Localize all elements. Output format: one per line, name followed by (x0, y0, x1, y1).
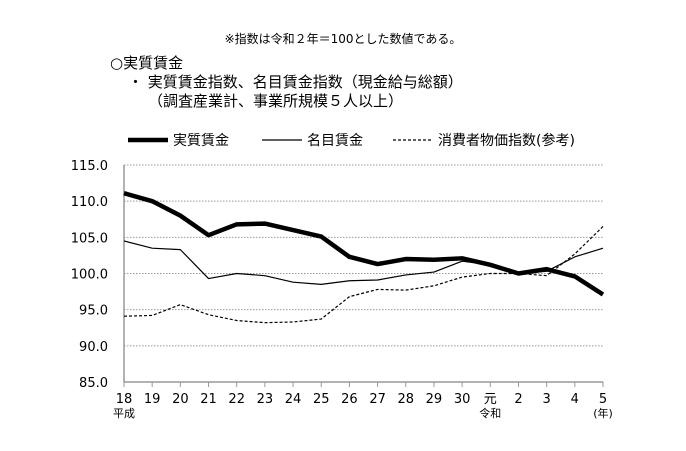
series-line (123, 240, 604, 285)
chart-subheading: ・ 実質賃金指数、名目賃金指数（現金給与総額） (128, 73, 463, 91)
y-tick-label: 100.0 (71, 268, 108, 283)
x-tick-label: 28 (397, 392, 414, 407)
x-tick-label: 27 (369, 392, 386, 407)
series-line (123, 191, 605, 297)
era-label-heisei: 平成 (113, 407, 135, 420)
x-tick-label: 18 (116, 392, 133, 407)
y-tick-label: 105.0 (71, 231, 108, 246)
x-tick-label: 20 (172, 392, 189, 407)
chart-heading: ○実質賃金 (110, 54, 184, 72)
x-tick-label: 5 (599, 392, 607, 407)
y-tick-label: 115.0 (71, 159, 108, 174)
x-tick-label: 25 (313, 392, 330, 407)
x-tick-label: 21 (200, 392, 217, 407)
era-label-reiwa: 令和 (479, 406, 501, 420)
x-tick-label: 29 (426, 392, 443, 407)
chart-subheading-2: （調査産業計、事業所規模５人以上） (148, 92, 404, 110)
x-tick-label: 4 (571, 392, 579, 407)
legend-label: 名目賃金 (307, 133, 363, 149)
y-tick-label: 110.0 (71, 195, 108, 210)
series-line (123, 226, 604, 324)
index-note: ※指数は令和２年＝100とした数値である。 (224, 32, 462, 46)
y-tick-label: 90.0 (79, 340, 108, 355)
x-tick-label: 2 (514, 392, 522, 407)
year-unit-label: (年) (593, 406, 613, 420)
x-tick-label: 24 (285, 392, 302, 407)
x-tick-label: 3 (543, 392, 551, 407)
x-tick-label: 30 (454, 392, 471, 407)
legend-label: 消費者物価指数(参考) (438, 132, 575, 149)
x-tick-label: 19 (144, 392, 161, 407)
x-tick-label: 22 (228, 392, 245, 407)
x-tick-label: 元 (484, 392, 497, 407)
y-tick-label: 95.0 (79, 304, 108, 319)
x-tick-label: 26 (341, 392, 358, 407)
y-tick-label: 85.0 (79, 376, 108, 391)
x-tick-label: 23 (257, 392, 274, 407)
legend-label: 実質賃金 (173, 133, 229, 149)
